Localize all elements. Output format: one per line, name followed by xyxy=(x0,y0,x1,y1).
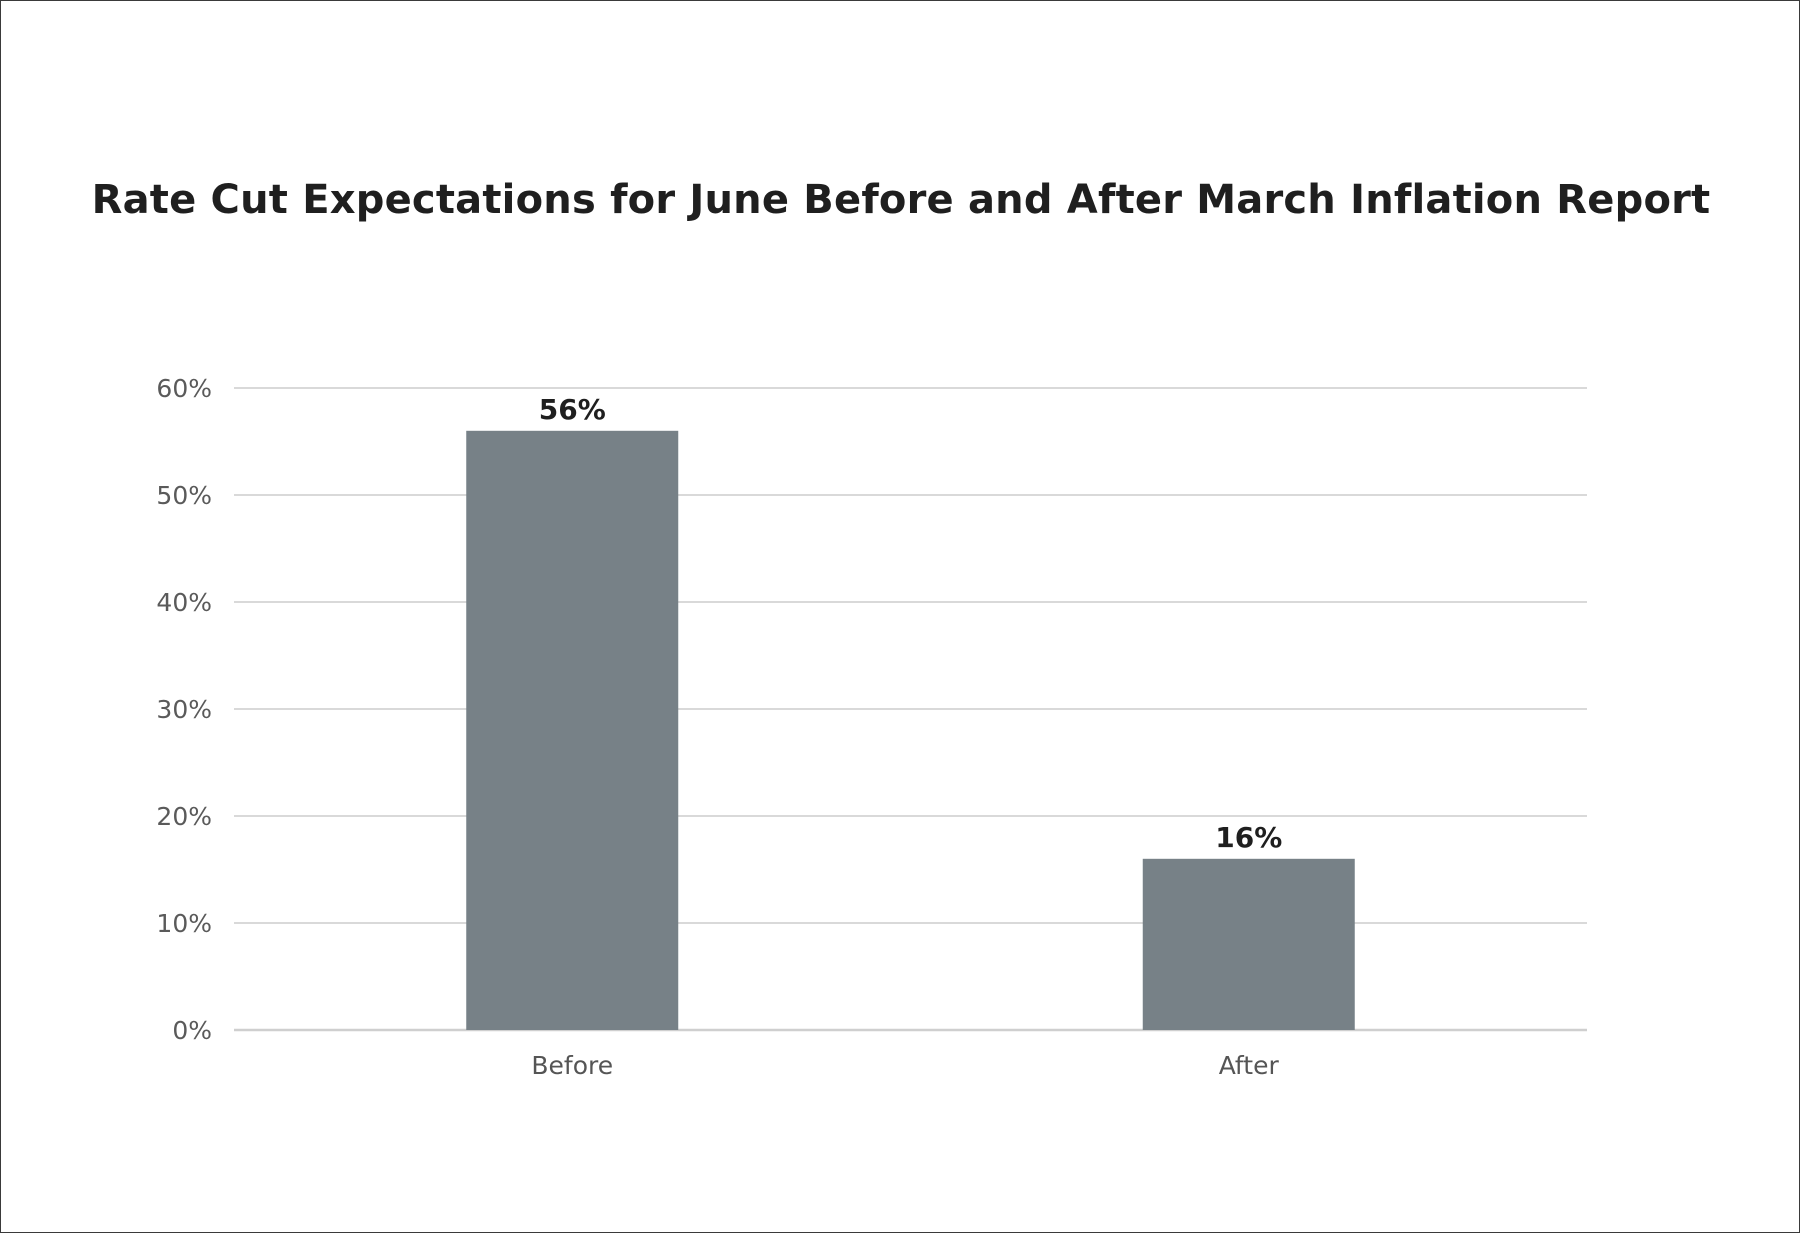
data-label-before: 56% xyxy=(539,393,606,426)
bars: 56% 16% xyxy=(466,393,1355,1030)
chart-title: Rate Cut Expectations for June Before an… xyxy=(91,177,1711,223)
y-tick-label: 0% xyxy=(172,1016,212,1045)
gridlines xyxy=(234,387,1587,1032)
y-tick-label: 30% xyxy=(156,695,212,724)
x-tick-label-after: After xyxy=(1219,1051,1280,1080)
y-tick-label: 10% xyxy=(156,909,212,938)
y-axis: 0% 10% 20% 30% 40% 50% 60% xyxy=(156,374,212,1045)
y-tick-label: 20% xyxy=(156,802,212,831)
data-label-after: 16% xyxy=(1215,821,1282,854)
x-axis: Before After xyxy=(531,1051,1279,1080)
bar-after xyxy=(1142,858,1355,1030)
y-tick-label: 40% xyxy=(156,588,212,617)
y-tick-label: 60% xyxy=(156,374,212,403)
x-tick-label-before: Before xyxy=(531,1051,613,1080)
bar-before xyxy=(466,430,679,1030)
y-tick-label: 50% xyxy=(156,481,212,510)
